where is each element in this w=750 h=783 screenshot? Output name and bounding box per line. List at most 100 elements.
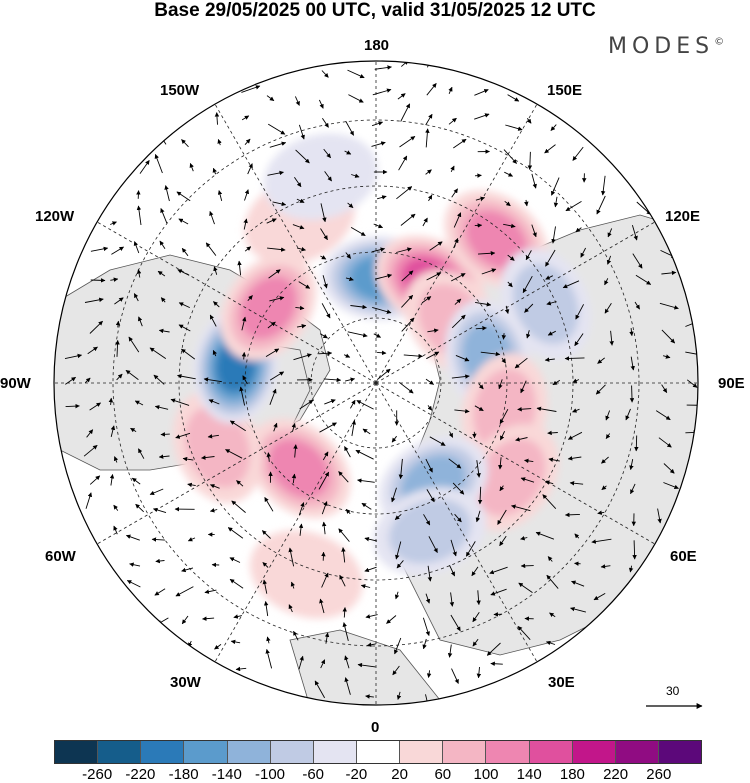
wind-arrow	[324, 632, 330, 644]
wind-arrow	[241, 316, 247, 331]
wind-arrow	[298, 124, 305, 140]
wind-arrow	[635, 274, 652, 285]
wind-arrow	[507, 94, 520, 102]
wind-arrow	[536, 406, 557, 412]
wind-arrow	[343, 353, 351, 358]
positive-anomaly	[268, 439, 330, 498]
wind-arrow	[632, 253, 643, 269]
wind-arrow	[425, 458, 433, 473]
wind-arrow	[572, 146, 584, 161]
wind-arrow	[396, 691, 402, 700]
wind-arrow	[207, 434, 219, 439]
wind-arrow	[475, 196, 486, 201]
wind-arrow	[295, 305, 305, 311]
colorbar-tick-label: -20	[345, 766, 368, 783]
wind-arrow	[108, 397, 114, 405]
wind-arrow	[657, 508, 662, 524]
wind-arrow	[548, 457, 560, 462]
wind-arrow	[517, 625, 531, 641]
brand-name: MODES	[608, 34, 715, 59]
wind-arrow	[293, 444, 298, 458]
wind-arrow	[202, 616, 215, 621]
wind-arrow	[241, 351, 247, 360]
wind-arrow	[373, 333, 381, 338]
wind-arrow	[396, 560, 404, 569]
wind-arrow	[110, 221, 117, 226]
wind-arrow	[453, 212, 462, 228]
meridian-line	[375, 218, 661, 384]
wind-arrow	[262, 579, 268, 594]
wind-arrow	[393, 637, 402, 655]
wind-arrow	[214, 644, 222, 650]
wind-arrow	[501, 333, 507, 340]
wind-arrow	[111, 246, 124, 255]
wind-arrow	[230, 639, 241, 645]
wind-arrow	[291, 422, 296, 432]
wind-arrow	[90, 278, 106, 283]
wind-arrow	[267, 247, 286, 252]
wind-arrow	[629, 328, 634, 337]
wind-arrow	[609, 330, 614, 346]
wind-arrow	[422, 617, 430, 637]
wind-arrow	[266, 636, 271, 644]
wind-arrow	[263, 600, 269, 617]
wind-arrow	[391, 487, 397, 503]
wind-arrow	[116, 373, 123, 381]
wind-arrow	[478, 383, 484, 390]
wind-arrow	[663, 482, 679, 490]
wind-arrow	[298, 502, 305, 516]
wind-arrow	[511, 504, 531, 512]
wind-arrow	[399, 136, 416, 148]
wind-arrow	[396, 186, 413, 200]
wind-arrow	[547, 430, 558, 436]
wind-arrow	[243, 218, 248, 230]
wind-arrow	[209, 210, 215, 225]
wind-arrow	[164, 185, 170, 202]
latitude-circle	[112, 119, 640, 647]
wind-arrow	[344, 150, 352, 155]
colorbar-swatch	[227, 741, 271, 763]
wind-arrow	[181, 615, 189, 625]
wind-arrow	[497, 509, 507, 525]
wind-arrow	[574, 561, 581, 566]
wind-arrow	[338, 471, 349, 483]
wind-arrow	[227, 527, 244, 539]
wind-arrow	[629, 459, 634, 471]
wind-arrow	[574, 533, 580, 539]
positive-anomaly	[249, 530, 363, 619]
wind-arrow	[264, 497, 274, 512]
wind-arrow	[130, 427, 137, 433]
wind-arrow	[204, 589, 217, 594]
reference-vector-label: 30	[666, 684, 680, 698]
wind-arrow	[507, 281, 513, 288]
wind-arrow	[499, 431, 506, 441]
wind-arrow	[244, 138, 251, 146]
wind-arrow	[217, 138, 222, 146]
wind-arrow	[292, 224, 305, 230]
wind-arrow	[267, 123, 286, 135]
colorbar-swatch	[141, 741, 185, 763]
wind-arrow	[295, 149, 310, 164]
wind-arrow	[273, 422, 278, 432]
wind-arrow	[520, 380, 527, 394]
wind-arrow	[449, 565, 456, 577]
wind-arrow	[449, 592, 455, 607]
wind-arrow	[386, 615, 397, 624]
wind-arrow	[398, 155, 408, 171]
wind-arrow	[531, 173, 537, 189]
wind-arrow	[85, 492, 93, 509]
wind-arrow	[429, 436, 446, 446]
wind-arrow	[152, 507, 167, 514]
wind-arrow	[65, 376, 76, 385]
wind-arrow	[182, 456, 194, 462]
lon-label-90e: 90E	[718, 375, 745, 392]
wind-arrow	[544, 357, 555, 362]
wind-arrow	[600, 564, 611, 569]
wind-arrow	[544, 144, 556, 154]
wind-arrow	[571, 580, 585, 587]
wind-arrow	[135, 503, 145, 513]
brand-logo: MODES©	[608, 34, 724, 59]
wind-arrow	[265, 348, 280, 357]
wind-arrow	[109, 473, 115, 486]
wind-arrow	[176, 191, 191, 202]
